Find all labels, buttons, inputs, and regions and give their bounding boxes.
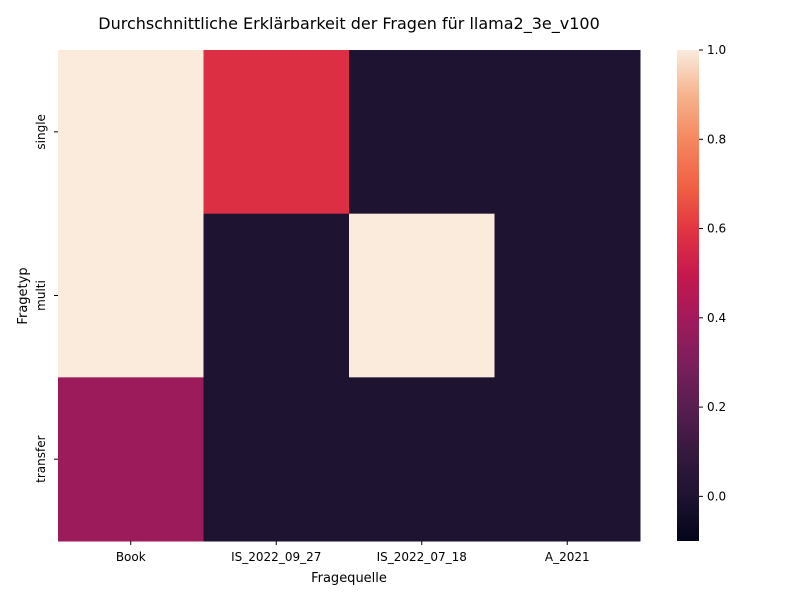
- y-axis-label: Fragetyp: [16, 267, 31, 324]
- colorbar-tick-label: 1.0: [707, 43, 726, 57]
- heatmap-cell-transfer-A_2021: [494, 377, 641, 542]
- heatmap-cell-single-IS_2022_07_18: [349, 50, 495, 215]
- colorbar-tick-label: 0.4: [707, 311, 726, 325]
- colorbar: [677, 50, 699, 541]
- colorbar-tick-label: 0.2: [707, 400, 726, 414]
- colorbar-tick-label: 0.8: [707, 132, 726, 146]
- y-tick-label: transfer: [34, 435, 48, 482]
- colorbar-tick-label: 0.6: [707, 222, 726, 236]
- heatmap-cell-transfer-IS_2022_09_27: [203, 377, 350, 542]
- heatmap-cell-multi-Book: [58, 213, 204, 378]
- heatmap-cell-multi-A_2021: [494, 213, 641, 378]
- heatmap-cell-single-Book: [58, 50, 204, 215]
- chart-title: Durchschnittliche Erklärbarkeit der Frag…: [98, 14, 600, 34]
- y-tick-label: multi: [34, 280, 48, 311]
- heatmap-cell-single-A_2021: [494, 50, 641, 215]
- x-axis-ticks: Book IS_2022_09_27 IS_2022_07_18 A_2021: [116, 541, 590, 564]
- y-tick-label: single: [34, 114, 48, 150]
- colorbar-ticks: 0.0 0.2 0.4 0.6 0.8 1.0: [699, 43, 726, 503]
- heatmap-cell-multi-IS_2022_07_18: [349, 213, 495, 378]
- heatmap-cell-single-IS_2022_09_27: [203, 50, 350, 215]
- x-axis-label: Fragequelle: [311, 571, 387, 586]
- heatmap-cell-transfer-IS_2022_07_18: [349, 377, 495, 542]
- colorbar-tick-label: 0.0: [707, 489, 726, 503]
- y-axis-ticks: single multi transfer: [34, 114, 58, 483]
- x-tick-label: IS_2022_07_18: [377, 550, 467, 564]
- x-tick-label: A_2021: [545, 550, 590, 564]
- heatmap-cells: [58, 50, 641, 542]
- heatmap-cell-multi-IS_2022_09_27: [203, 213, 350, 378]
- x-tick-label: Book: [116, 550, 146, 564]
- heatmap-cell-transfer-Book: [58, 377, 204, 542]
- x-tick-label: IS_2022_09_27: [231, 550, 321, 564]
